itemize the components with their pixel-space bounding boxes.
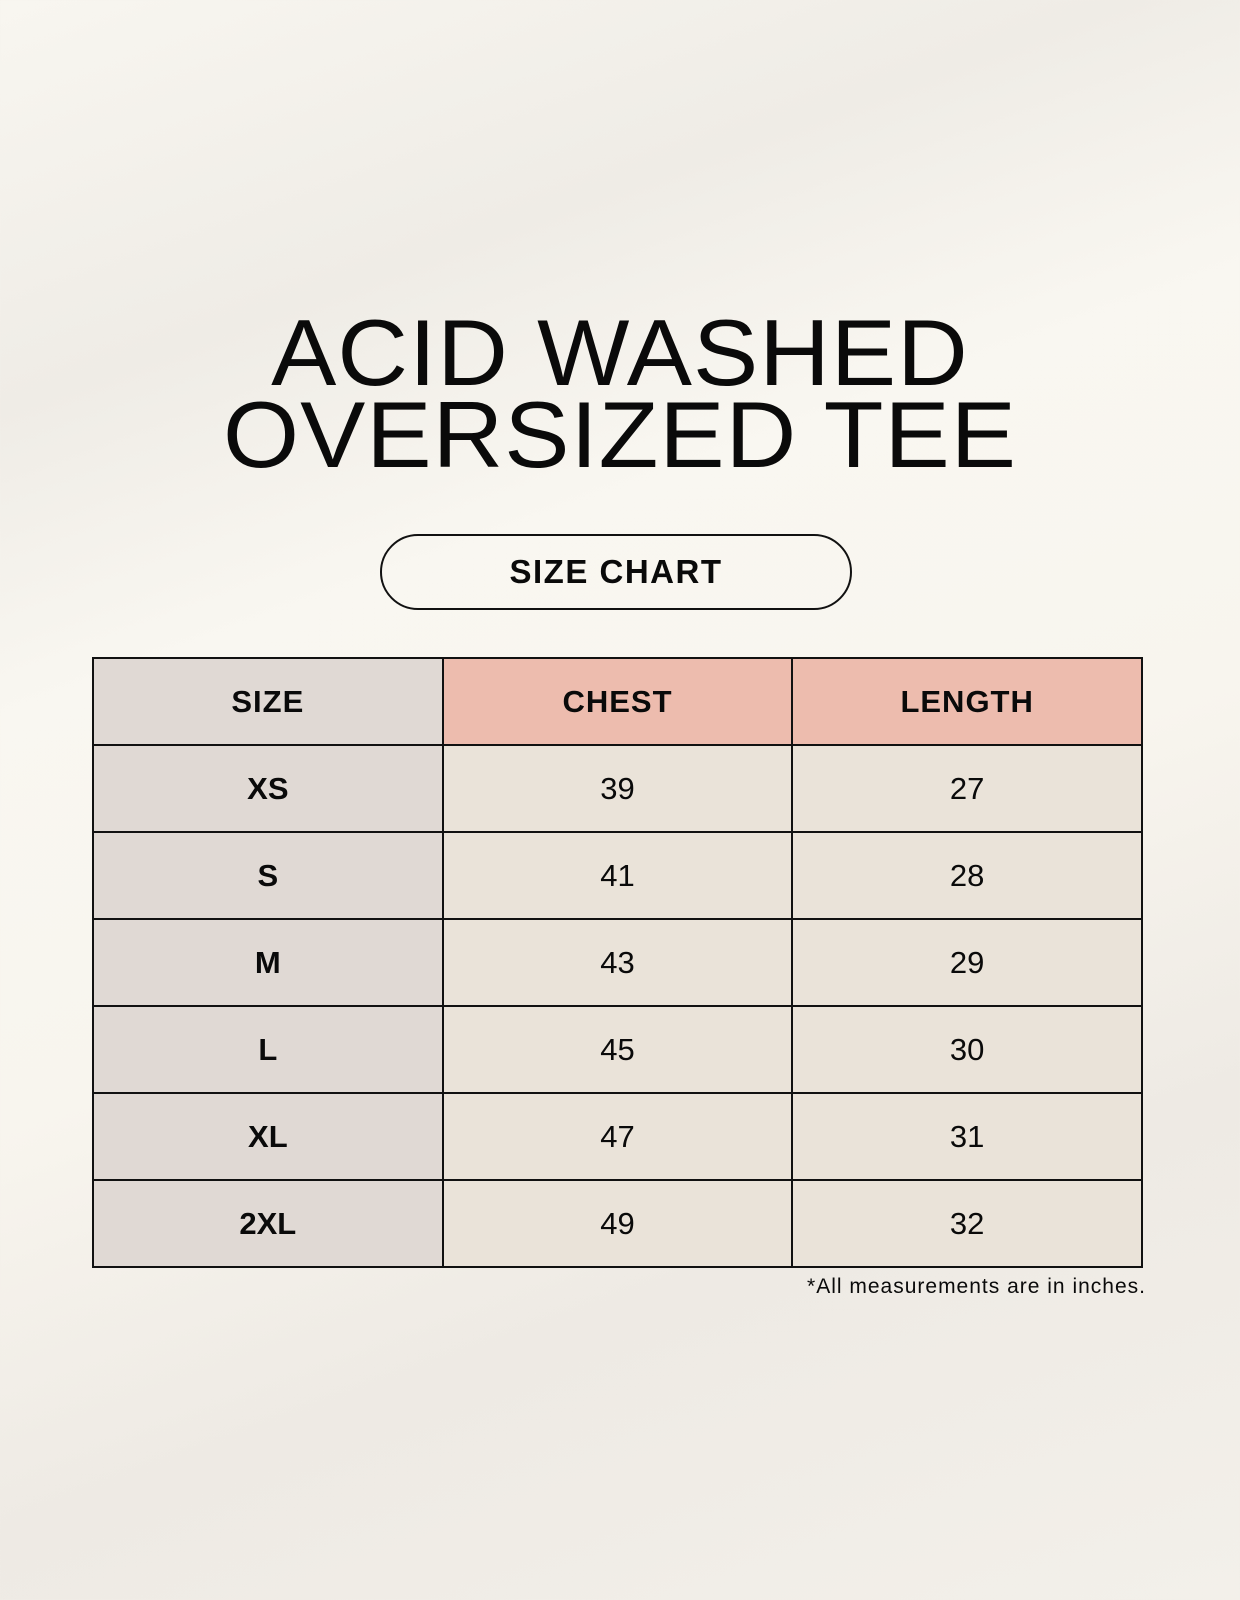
cell-length: 28	[791, 831, 1143, 920]
table-row: 2XL 49 32	[92, 1179, 1143, 1268]
cell-chest: 43	[441, 918, 794, 1007]
header-length: LENGTH	[791, 657, 1143, 746]
title-line-2: OVERSIZED TEE	[222, 382, 1017, 487]
size-table: SIZE CHEST LENGTH XS 39 27 S 41 28 M 43 29 L 45 30 X…	[92, 657, 1143, 1268]
cell-length: 31	[791, 1092, 1143, 1181]
page-title: ACID WASHED OVERSIZED TEE	[0, 300, 1240, 487]
cell-size: XS	[92, 744, 444, 833]
table-header-row: SIZE CHEST LENGTH	[92, 657, 1143, 746]
table-row: XL 47 31	[92, 1092, 1143, 1181]
cell-size: S	[92, 831, 444, 920]
table-row: M 43 29	[92, 918, 1143, 1007]
header-size: SIZE	[92, 657, 444, 746]
cell-size: XL	[92, 1092, 444, 1181]
measurement-note: *All measurements are in inches.	[807, 1275, 1146, 1298]
title-line-1: ACID WASHED	[271, 300, 969, 405]
size-chart-badge: SIZE CHART	[380, 534, 852, 610]
cell-size: M	[92, 918, 444, 1007]
cell-chest: 45	[441, 1005, 794, 1094]
table-row: S 41 28	[92, 831, 1143, 920]
cell-chest: 39	[441, 744, 794, 833]
header-chest: CHEST	[441, 657, 794, 746]
cell-chest: 41	[441, 831, 794, 920]
cell-chest: 49	[441, 1179, 794, 1268]
cell-length: 30	[791, 1005, 1143, 1094]
cell-length: 29	[791, 918, 1143, 1007]
table-row: L 45 30	[92, 1005, 1143, 1094]
table-row: XS 39 27	[92, 744, 1143, 833]
cell-length: 27	[791, 744, 1143, 833]
cell-chest: 47	[441, 1092, 794, 1181]
cell-length: 32	[791, 1179, 1143, 1268]
cell-size: L	[92, 1005, 444, 1094]
cell-size: 2XL	[92, 1179, 444, 1268]
